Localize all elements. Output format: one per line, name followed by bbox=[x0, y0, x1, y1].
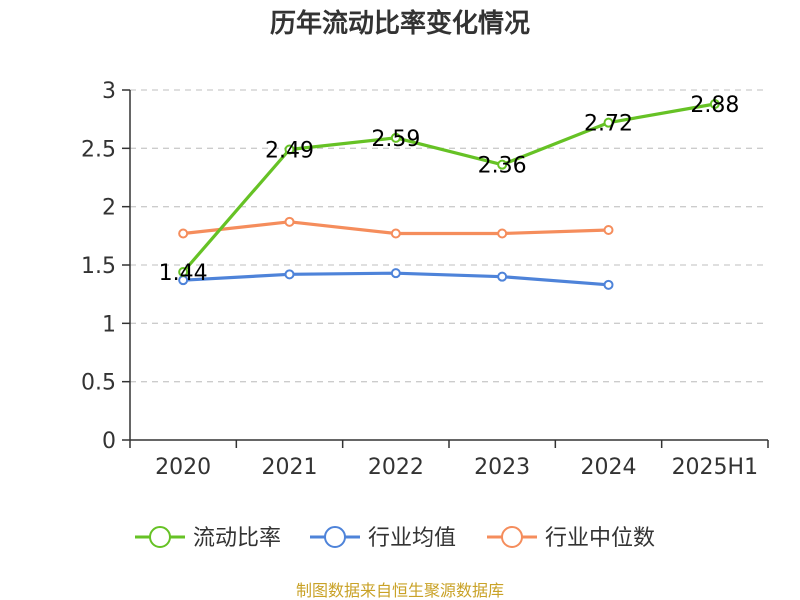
legend-marker[interactable] bbox=[149, 526, 171, 548]
data-point[interactable] bbox=[603, 117, 614, 128]
data-point[interactable] bbox=[603, 279, 614, 290]
x-tick-label: 2025H1 bbox=[672, 455, 759, 480]
data-point[interactable] bbox=[603, 225, 614, 235]
data-point[interactable] bbox=[497, 271, 508, 282]
data-label: 2.49 bbox=[265, 139, 314, 164]
y-tick-label: 1 bbox=[102, 312, 116, 337]
y-tick-label: 0 bbox=[102, 429, 116, 454]
data-point[interactable] bbox=[284, 216, 295, 227]
x-tick-label: 2022 bbox=[368, 455, 424, 480]
legend-label[interactable]: 行业中位数 bbox=[545, 526, 655, 551]
legend[interactable]: 流动比率 行业均值 行业中位数 bbox=[135, 526, 655, 551]
y-tick-label: 1.5 bbox=[81, 254, 116, 279]
chart-title: 历年流动比率变化情况 bbox=[270, 8, 530, 39]
data-label: 2.36 bbox=[478, 154, 527, 179]
x-tick-label: 2020 bbox=[155, 455, 211, 480]
y-tick-label: 2.5 bbox=[81, 137, 116, 162]
legend-marker[interactable] bbox=[501, 526, 523, 548]
data-point[interactable] bbox=[284, 269, 295, 280]
x-tick-label: 2021 bbox=[262, 455, 318, 480]
axes: 0 0.5 1 1.5 2 2.5 3 2020 2021 2022 2023 2024 2025H1 bbox=[81, 79, 769, 480]
x-tick-label: 2024 bbox=[581, 455, 637, 480]
legend-label[interactable]: 行业均值 bbox=[368, 526, 456, 551]
data-point[interactable] bbox=[497, 228, 508, 239]
data-point[interactable] bbox=[178, 228, 189, 239]
data-label: 2.72 bbox=[584, 112, 633, 137]
data-label: 2.59 bbox=[371, 127, 420, 152]
gridlines bbox=[130, 89, 768, 383]
data-labels: 1.44 2.49 2.59 2.36 2.72 2.88 bbox=[159, 93, 740, 286]
data-point[interactable] bbox=[497, 159, 508, 170]
data-point[interactable] bbox=[390, 268, 401, 279]
data-point[interactable] bbox=[390, 132, 401, 143]
series bbox=[178, 99, 720, 290]
legend-label[interactable]: 流动比率 bbox=[193, 526, 281, 551]
data-point[interactable] bbox=[709, 99, 720, 109]
data-label: 2.88 bbox=[690, 93, 739, 118]
y-tick-label: 0.5 bbox=[81, 371, 116, 396]
source-note: 制图数据来自恒生聚源数据库 bbox=[296, 581, 504, 600]
data-point[interactable] bbox=[178, 267, 189, 277]
y-tick-label: 3 bbox=[102, 79, 116, 104]
data-label: 1.44 bbox=[159, 261, 208, 286]
data-point[interactable] bbox=[390, 228, 401, 239]
x-tick-label: 2023 bbox=[474, 455, 530, 480]
legend-marker[interactable] bbox=[324, 526, 346, 548]
series-line bbox=[181, 102, 717, 274]
data-point[interactable] bbox=[284, 144, 295, 155]
y-tick-label: 2 bbox=[102, 196, 116, 221]
